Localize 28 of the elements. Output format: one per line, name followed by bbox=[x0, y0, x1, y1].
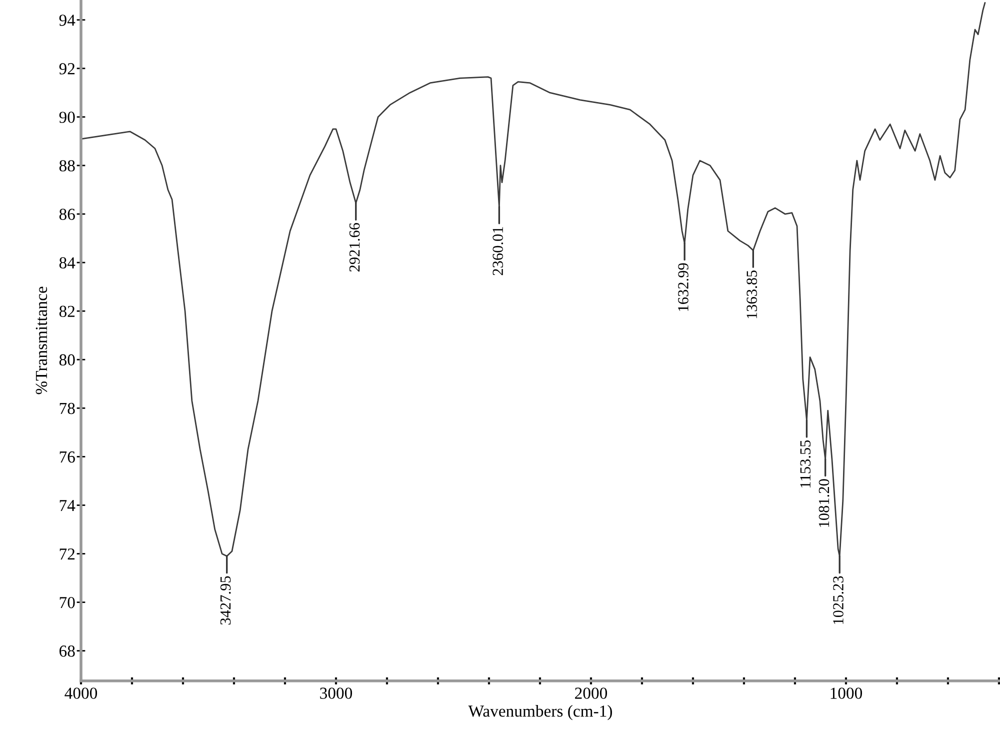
y-axis-title: %Transmittance bbox=[36, 286, 48, 394]
x-tick-label: 3000 bbox=[320, 688, 352, 699]
y-tick-label: 94 bbox=[59, 14, 76, 26]
y-tick-label: 68 bbox=[59, 645, 75, 657]
x-tick-label: 2000 bbox=[575, 688, 608, 699]
y-tick-label: 92 bbox=[59, 63, 75, 74]
annotation: 1025.23 bbox=[833, 576, 844, 624]
annotation: 1081.20 bbox=[818, 479, 830, 527]
y-tick-label: 82 bbox=[59, 306, 75, 318]
y-tick-label: 90 bbox=[59, 112, 75, 123]
annotation: 1363.85 bbox=[746, 270, 758, 318]
y-tick-label: 86 bbox=[59, 208, 75, 220]
y-tick-label: 76 bbox=[60, 451, 75, 463]
x-tick-label: 4000 bbox=[64, 688, 98, 699]
annotation: 2921.66 bbox=[349, 223, 360, 272]
annotation: 1153.55 bbox=[800, 440, 811, 488]
annotation: 2360.01 bbox=[492, 227, 504, 276]
y-tick-label: 78 bbox=[60, 402, 75, 414]
x-axis-title: Wavenumbers (cm-1) bbox=[468, 705, 612, 720]
y-tick-label: 70 bbox=[60, 596, 75, 608]
annotation: 1632.99 bbox=[678, 263, 688, 311]
y-tick-label: 84 bbox=[59, 257, 76, 268]
y-tick-label: 74 bbox=[60, 500, 76, 511]
y-tick-label: 88 bbox=[59, 160, 75, 172]
y-tick-label: 72 bbox=[60, 548, 75, 560]
y-tick-label: 80 bbox=[59, 354, 75, 366]
x-tick-label: 1000 bbox=[830, 688, 862, 699]
annotation: 3427.95 bbox=[220, 576, 231, 625]
